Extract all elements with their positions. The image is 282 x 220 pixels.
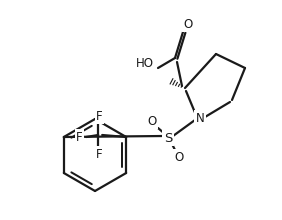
Text: F: F	[96, 110, 102, 123]
Text: HO: HO	[136, 57, 154, 70]
Text: O: O	[183, 18, 193, 31]
Text: F: F	[96, 147, 102, 161]
Text: O: O	[147, 114, 157, 128]
Text: O: O	[174, 150, 184, 163]
Text: F: F	[76, 130, 83, 143]
Text: S: S	[164, 132, 172, 145]
Text: N: N	[196, 112, 204, 125]
